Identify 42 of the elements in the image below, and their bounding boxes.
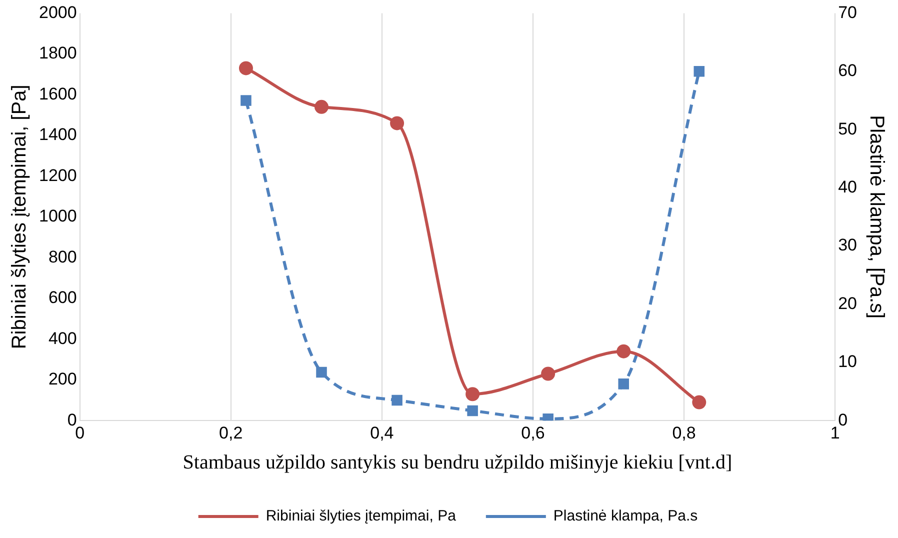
y-tick-label: 800 [48, 247, 77, 266]
point [616, 344, 631, 358]
y-tick-label: 1400 [38, 125, 77, 144]
y-tick-label: 1200 [38, 166, 77, 185]
y-axis-title: Ribiniai šlyties įtempimai, [Pa] [8, 84, 31, 350]
point [392, 394, 402, 406]
y-tick-label: 1000 [38, 206, 77, 226]
y2-tick-label: 10 [838, 352, 858, 372]
y-tick-label: 2000 [38, 2, 77, 22]
point [692, 395, 706, 410]
x-tick-label: 0,2 [219, 423, 243, 442]
y-tick-label: 1600 [38, 84, 77, 104]
y2-tick-label: 60 [838, 61, 858, 80]
y-tick-label: 0 [67, 410, 77, 430]
point [240, 95, 252, 106]
x-tick-label: 1 [830, 423, 840, 442]
legend-label: Ribiniai šlyties įtempimai, Pa [266, 508, 457, 525]
y2-tick-label: 50 [838, 119, 858, 138]
point [314, 100, 329, 114]
y-tick-label: 600 [48, 288, 77, 308]
point [541, 366, 556, 381]
y2-tick-label: 40 [838, 177, 858, 196]
point [694, 66, 705, 77]
point [238, 61, 253, 76]
point [467, 405, 478, 416]
y-tick-label: 1800 [38, 44, 77, 63]
point [618, 378, 630, 390]
y2-tick-label: 0 [838, 410, 848, 430]
legend-label: Plastinė klampa, Pa.s [553, 508, 698, 525]
y2-tick-label: 20 [838, 294, 858, 313]
point [316, 366, 327, 378]
y-tick-label: 200 [48, 370, 77, 389]
y2-tick-label: 30 [838, 236, 858, 255]
point [390, 116, 404, 130]
x-tick-label: 0,4 [370, 423, 394, 442]
x-axis-title: Stambaus užpildo santykis su bendru užpildo mišinyje kiekiu [vnt.d] [182, 451, 732, 474]
x-tick-label: 0,6 [521, 423, 545, 442]
y2-axis-title: Plastinė klampa, [Pa.s] [865, 115, 888, 319]
y-tick-label: 400 [48, 328, 77, 348]
point [466, 387, 480, 402]
y2-tick-label: 70 [838, 2, 858, 22]
x-tick-label: 0,8 [672, 423, 696, 442]
